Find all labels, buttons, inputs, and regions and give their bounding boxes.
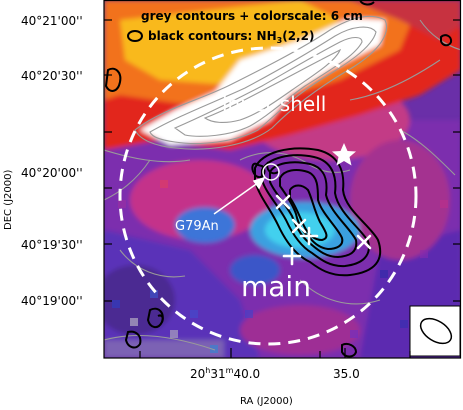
black-contours xyxy=(104,0,453,358)
grey-contours xyxy=(104,15,461,351)
inner-shell-label: inner shell xyxy=(222,92,326,116)
ticks xyxy=(104,19,461,358)
y-tick-labels: 40°21'00'' 40°20'30'' 40°20'00'' 40°19'3… xyxy=(21,14,83,308)
y-tick-label: 40°21'00'' xyxy=(21,14,83,28)
plus-marker xyxy=(282,246,302,266)
legend-line-1: grey contours + colorscale: 6 cm xyxy=(141,9,363,23)
legend-contour-icon xyxy=(127,30,143,42)
plus-markers xyxy=(282,226,319,266)
plot-frame xyxy=(103,0,462,359)
beam-inset xyxy=(409,305,461,357)
x-tick-label: 35.0 xyxy=(333,367,360,381)
x-marker xyxy=(275,194,291,210)
x-markers xyxy=(275,194,372,250)
main-label: main xyxy=(241,270,311,303)
source-arrow xyxy=(213,176,266,215)
plus-marker xyxy=(299,226,319,246)
x-tick-label: 20h31m40.0 xyxy=(190,366,260,381)
x-axis-title: RA (J2000) xyxy=(240,396,293,407)
main-region-circle xyxy=(118,46,418,346)
star-marker xyxy=(332,143,356,166)
y-axis-title: DEC (J2000) xyxy=(3,170,14,230)
y-tick-label: 40°19'00'' xyxy=(21,294,83,308)
y-tick-label: 40°20'00'' xyxy=(21,166,83,180)
source-marker-circle xyxy=(262,163,280,181)
colorscale-map xyxy=(104,0,461,358)
legend: grey contours + colorscale: 6 cm black c… xyxy=(127,9,363,45)
legend-line-2: black contours: NH3(2,2) xyxy=(148,29,314,45)
source-label: G79An xyxy=(175,219,219,234)
x-marker xyxy=(356,234,372,250)
x-marker xyxy=(291,218,307,234)
y-tick-label: 40°19'30'' xyxy=(21,238,83,252)
x-tick-labels: 20h31m40.0 35.0 xyxy=(190,366,360,381)
y-tick-label: 40°20'30'' xyxy=(21,69,83,83)
